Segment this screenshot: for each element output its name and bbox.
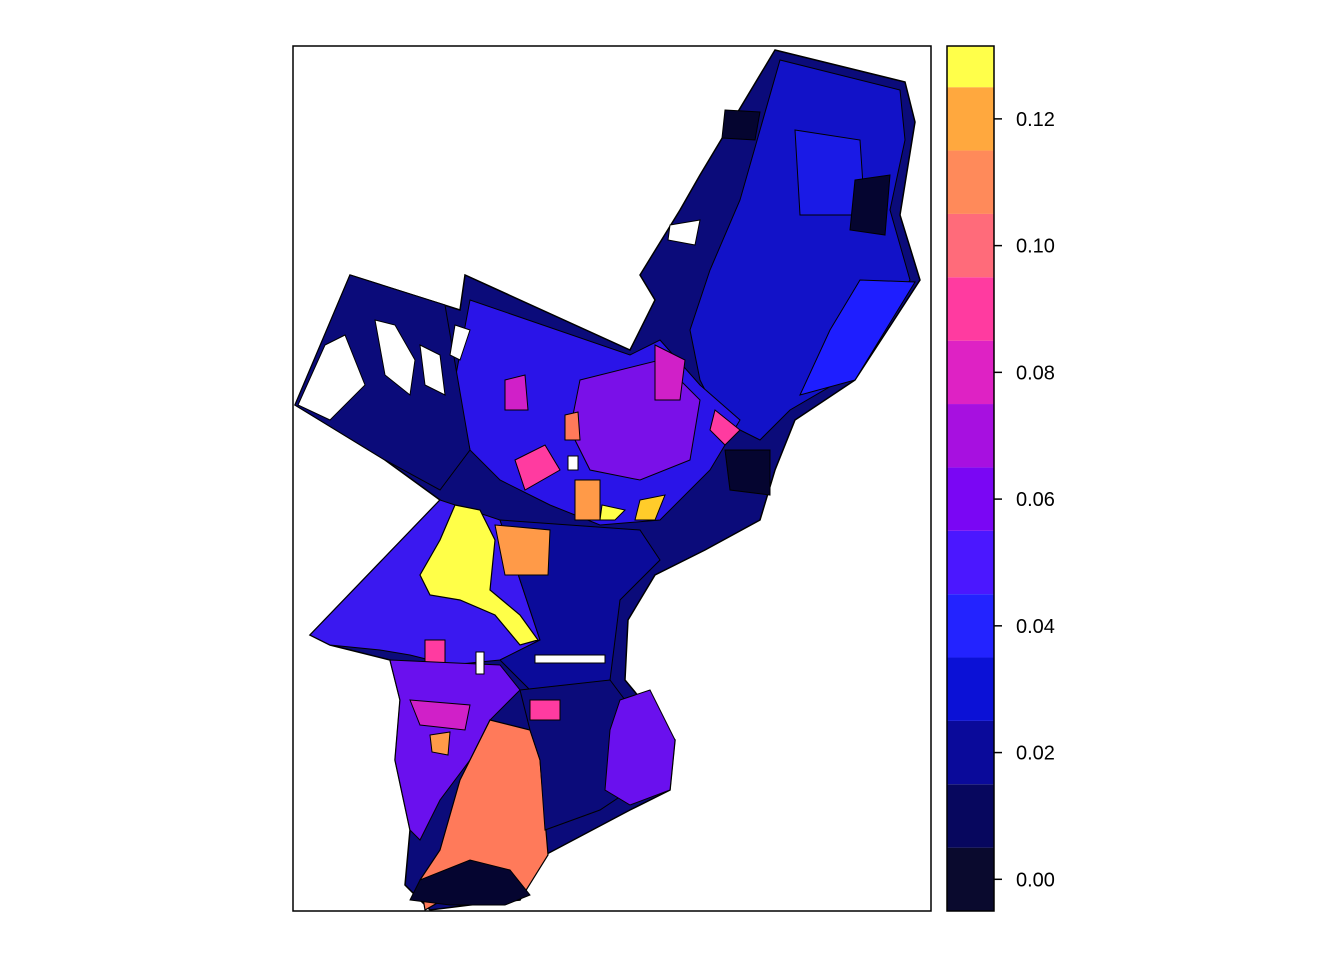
pink-tract [709, 409, 741, 446]
colorbar-band [947, 277, 994, 341]
colorbar-band [947, 657, 994, 721]
missing-tract [534, 654, 606, 664]
magenta-tract [504, 374, 529, 411]
magenta-tract [529, 699, 561, 721]
missing-tract [449, 324, 471, 361]
missing-tract [297, 334, 366, 421]
colorbar-band [947, 467, 994, 531]
colorbar-band [947, 784, 994, 848]
colorbar-band [947, 46, 994, 60]
pink-tract [409, 699, 471, 731]
colorbar-tick-label: 0.02 [1016, 743, 1055, 765]
northeast-region [689, 59, 911, 441]
colorbar-frame [946, 45, 995, 912]
magenta-tract [654, 344, 686, 401]
colorbar-ticks: 0.00 0.02 0.04 0.06 0.08 0.10 0.12 [994, 109, 1055, 891]
orange-tract [634, 494, 666, 521]
colorbar-tick-label: 0.12 [1016, 109, 1055, 131]
orange-tract [574, 479, 601, 521]
salmon-tract [429, 731, 451, 756]
colorbar-bands [947, 46, 994, 911]
colorbar-tick-label: 0.10 [1016, 236, 1055, 258]
colorbar: 0.00 0.02 0.04 0.06 0.08 0.10 0.12 [946, 45, 1055, 912]
northeast-dark-tract [849, 174, 891, 236]
city-map [294, 49, 921, 911]
salmon-tract [564, 411, 581, 441]
missing-tract [475, 651, 485, 675]
missing-tract [567, 455, 579, 471]
colorbar-tick-label: 0.08 [1016, 362, 1055, 384]
riverfront-tract [799, 279, 916, 396]
northeast-dark-tract [721, 109, 761, 141]
colorbar-band [947, 720, 994, 785]
dark-tract [724, 449, 771, 496]
dark-tract [409, 859, 531, 906]
colorbar-band [947, 594, 994, 658]
colorbar-band [947, 340, 994, 405]
colorbar-tick-label: 0.04 [1016, 616, 1055, 638]
colorbar-tick-label: 0.00 [1016, 869, 1055, 891]
colorbar-band [947, 87, 994, 151]
map-panel-border [292, 45, 932, 912]
colorbar-band [947, 150, 994, 214]
colorbar-band [947, 530, 994, 595]
missing-tract [667, 219, 701, 246]
colorbar-band [947, 847, 994, 911]
colorbar-band [947, 213, 994, 278]
purple-tract [604, 689, 676, 806]
yellow-tract [599, 504, 627, 521]
yellow-park [419, 504, 539, 646]
colorbar-band [947, 404, 994, 468]
missing-tract [419, 344, 446, 396]
pink-tract [494, 524, 551, 576]
colorbar-tick-label: 0.06 [1016, 489, 1055, 511]
missing-tract [374, 319, 416, 396]
pink-tract [514, 444, 561, 491]
northwest-region [294, 274, 471, 491]
